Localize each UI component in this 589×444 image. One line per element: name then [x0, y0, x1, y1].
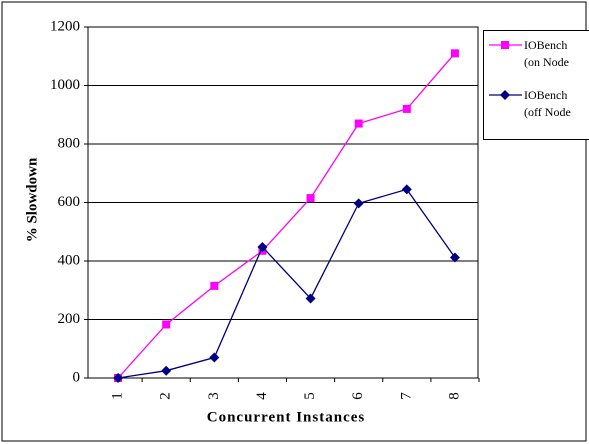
- legend-swatch: [489, 41, 522, 49]
- marker: [113, 373, 124, 383]
- x-tick-label: 5: [302, 392, 318, 400]
- marker: [353, 198, 364, 209]
- y-tick-label: 400: [58, 252, 81, 268]
- x-tick-label: 7: [398, 392, 414, 400]
- y-tick-label: 200: [58, 311, 81, 327]
- marker: [401, 184, 412, 195]
- series-line: [117, 52, 456, 379]
- plot-frame: [87, 26, 479, 379]
- marker: [450, 49, 459, 58]
- marker: [354, 119, 363, 128]
- marker: [501, 41, 509, 49]
- legend-label: IOBench (on Node: [524, 38, 569, 69]
- y-axis-label: % Slowdown: [24, 157, 40, 242]
- marker: [161, 365, 172, 376]
- x-tick-label: 1: [110, 392, 126, 400]
- x-tick-label: 3: [206, 392, 222, 400]
- marker: [257, 241, 268, 252]
- marker: [449, 252, 460, 263]
- y-tick-label: 600: [58, 194, 81, 210]
- series-line: [117, 188, 456, 379]
- marker: [162, 320, 171, 329]
- marker: [210, 281, 219, 290]
- marker: [209, 352, 220, 363]
- y-tick-label: 800: [58, 135, 81, 151]
- x-tick-label: 2: [158, 392, 174, 400]
- marker: [305, 293, 316, 304]
- marker: [306, 194, 315, 203]
- legend: IOBench (on Node IOBench (off Node: [483, 30, 589, 140]
- y-tick-label: 1200: [50, 18, 80, 34]
- legend-swatch: [489, 90, 522, 100]
- y-tick-label: 1000: [50, 77, 80, 93]
- marker: [402, 104, 411, 113]
- x-tick-label: 4: [254, 392, 270, 400]
- marker: [500, 90, 510, 100]
- x-tick-label: 6: [350, 392, 366, 400]
- legend-label: IOBench (off Node: [524, 88, 571, 119]
- x-tick-label: 8: [446, 392, 462, 400]
- y-tick-label: 0: [73, 369, 81, 385]
- x-axis-label: Concurrent Instances: [207, 409, 365, 425]
